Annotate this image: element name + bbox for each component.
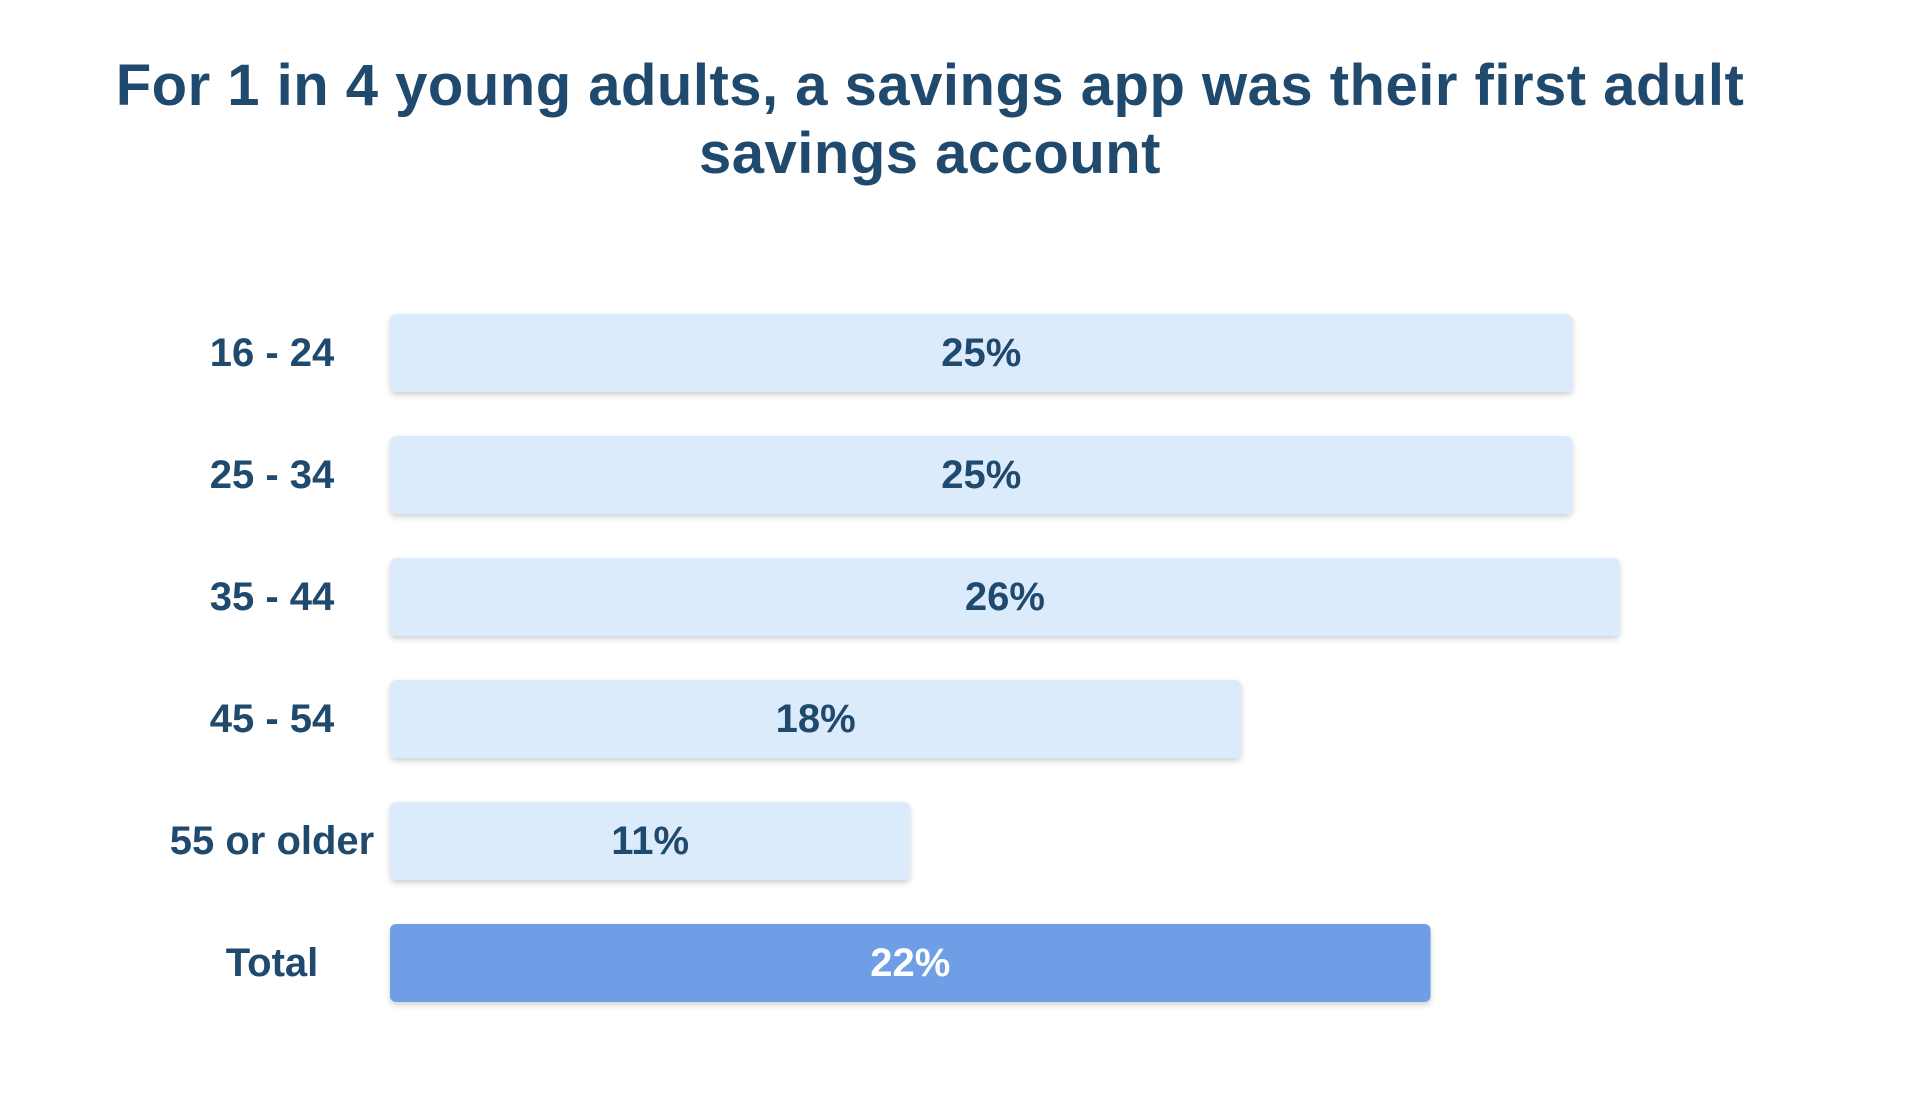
category-label: Total: [226, 941, 319, 985]
bar: [390, 314, 1573, 392]
category-label: 16 - 24: [210, 331, 335, 375]
value-label: 26%: [965, 575, 1045, 619]
category-label: 35 - 44: [210, 575, 335, 619]
bar-row: 25 - 34 25%: [210, 436, 1573, 514]
total-bar: [390, 924, 1431, 1002]
bar-row: Total 22%: [226, 924, 1431, 1002]
bar: [390, 558, 1620, 636]
value-label: 25%: [941, 453, 1021, 497]
chart-title: For 1 in 4 young adults, a savings app w…: [115, 53, 1745, 186]
bar-row: 35 - 44 26%: [210, 558, 1620, 636]
bar-row: 55 or older 11%: [170, 802, 911, 880]
category-label: 25 - 34: [210, 453, 335, 497]
category-label: 55 or older: [170, 819, 375, 863]
bar: [390, 680, 1242, 758]
bar: [390, 802, 911, 880]
bar-row: 45 - 54 18%: [210, 680, 1242, 758]
value-label: 18%: [776, 697, 856, 741]
value-label: 22%: [870, 941, 950, 985]
category-label: 45 - 54: [210, 697, 335, 741]
bar-row: 16 - 24 25%: [210, 314, 1573, 392]
bar: [390, 436, 1573, 514]
value-label: 11%: [611, 819, 689, 863]
bars-layer: 16 - 24 25% 25 - 34 25% 35 - 44 26% 45 - 54 18%…: [170, 314, 1620, 1002]
value-label: 25%: [941, 331, 1021, 375]
